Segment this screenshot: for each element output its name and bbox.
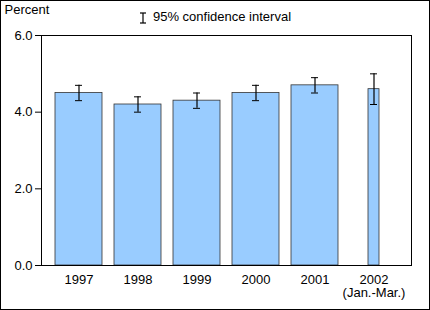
svg-text:1997: 1997 xyxy=(65,272,94,287)
svg-text:4.0: 4.0 xyxy=(14,104,32,119)
svg-text:6.0: 6.0 xyxy=(14,28,32,43)
svg-text:0.0: 0.0 xyxy=(14,258,32,273)
svg-text:1998: 1998 xyxy=(124,272,153,287)
svg-text:1999: 1999 xyxy=(183,272,212,287)
svg-text:Percent: Percent xyxy=(5,2,50,17)
svg-text:2.0: 2.0 xyxy=(14,181,32,196)
svg-text:2001: 2001 xyxy=(301,272,330,287)
svg-text:2002(Jan.-Mar.): 2002(Jan.-Mar.) xyxy=(343,272,406,300)
svg-text:2000: 2000 xyxy=(242,272,271,287)
html-text:95% confidence interval: 95% confidence interval xyxy=(153,9,291,24)
